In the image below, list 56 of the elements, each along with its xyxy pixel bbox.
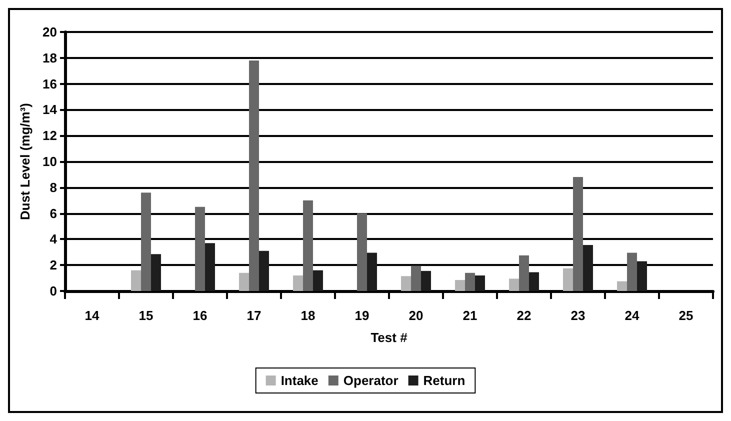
bar [357, 213, 367, 291]
x-tick-label: 24 [624, 308, 640, 323]
legend-label: Intake [280, 373, 318, 388]
bar [131, 270, 141, 291]
x-tick-label: 25 [678, 308, 694, 323]
bar [529, 272, 539, 291]
bar [239, 272, 249, 291]
y-tick-label: 0 [50, 284, 57, 298]
bar [249, 60, 259, 291]
bar [303, 200, 313, 291]
y-tick-label: 12 [42, 128, 57, 144]
y-tick-label: 2 [50, 258, 57, 273]
bar [313, 270, 323, 291]
x-tick-label: 20 [408, 308, 424, 323]
bar [205, 243, 215, 291]
bar [617, 281, 627, 291]
y-tick-label: 18 [42, 50, 57, 66]
bar [519, 255, 529, 291]
bar [421, 270, 431, 291]
bar [367, 252, 377, 291]
bar [475, 275, 485, 291]
bar [259, 250, 269, 291]
x-axis-title: Test # [370, 330, 408, 345]
y-tick-label: 20 [42, 24, 57, 40]
x-tick-label: 23 [570, 308, 586, 323]
x-tick-label: 17 [246, 308, 262, 323]
y-tick-label: 4 [50, 232, 58, 247]
x-tick-label: 14 [84, 308, 100, 323]
x-tick-label: 16 [192, 308, 208, 323]
x-tick-label: 22 [516, 308, 532, 323]
bar [637, 261, 647, 291]
y-axis-title: Dust Level (mg/m³) [18, 102, 33, 220]
legend-label: Operator [343, 373, 398, 388]
bar [455, 280, 465, 291]
bar [509, 278, 519, 291]
x-tick-label: 15 [138, 308, 154, 323]
bar [627, 252, 637, 291]
bar [465, 272, 475, 291]
bar [563, 268, 573, 291]
x-tick-label: 21 [462, 308, 478, 323]
bar [151, 254, 161, 291]
bar [141, 192, 151, 291]
y-tick-label: 10 [42, 154, 57, 169]
y-tick-label: 16 [42, 76, 57, 92]
x-tick-label: 19 [354, 308, 370, 323]
bar [195, 206, 205, 291]
bar [401, 276, 411, 291]
bar [293, 275, 303, 291]
bar [411, 266, 421, 291]
y-tick-label: 8 [50, 180, 57, 195]
y-tick-label: 6 [50, 206, 57, 221]
y-tick-label: 14 [42, 102, 58, 118]
legend-label: Return [423, 373, 466, 388]
bar [573, 177, 583, 291]
x-tick-label: 18 [300, 308, 316, 323]
bar [583, 245, 593, 291]
